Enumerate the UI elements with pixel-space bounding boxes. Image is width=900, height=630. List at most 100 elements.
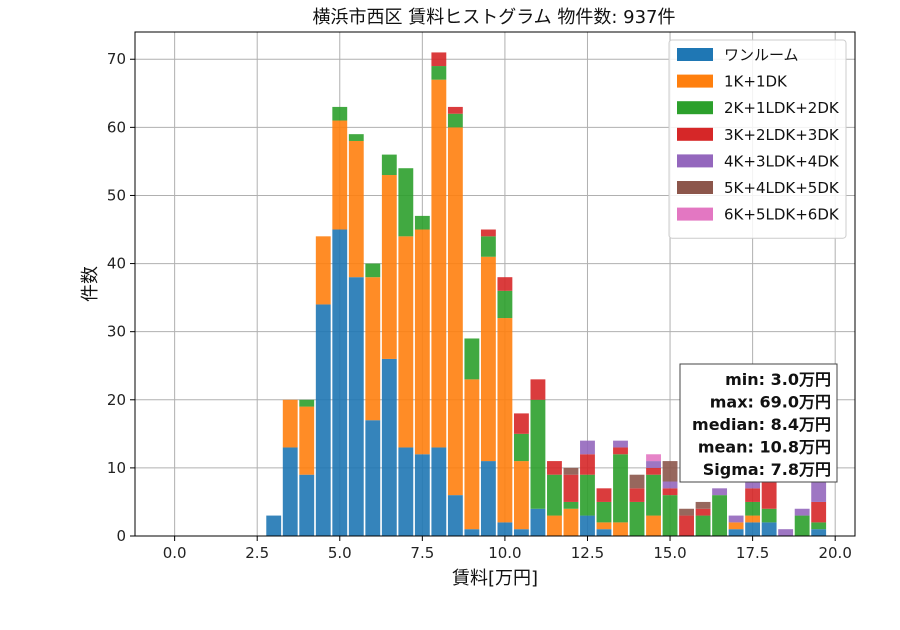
bar-segment [530,399,546,509]
bar-segment [365,263,381,278]
bar-segment [547,474,562,516]
bar-segment [811,522,827,530]
bar-segment [480,229,496,237]
bar-segment [348,140,364,278]
bar-segment [447,127,463,496]
x-tick-label: 12.5 [571,544,604,562]
plot-frame [134,31,856,537]
bar-segment [580,474,595,516]
bar-segment [646,474,661,516]
bar-segment [447,113,463,128]
legend-swatch [677,74,713,88]
bar-segment [712,495,728,536]
bar-segment [613,454,628,523]
y-tick-label: 0 [116,527,126,545]
bar-segment [695,501,711,509]
stat-line: min: 3.0万円 [725,370,831,389]
legend-swatch [677,101,713,115]
bar-segment [464,529,480,536]
bar-segment [497,290,513,319]
bar-segment [745,522,761,536]
legend-swatch [677,207,713,221]
bar-segment [728,529,744,536]
bar-segment [480,236,496,257]
bar-segment [332,106,348,121]
bar-segment [299,474,315,536]
bar-segment [315,236,331,305]
bar-segment [679,515,694,536]
bar-segment [315,304,331,536]
bar-segment [646,454,661,462]
x-tick-label: 10.0 [488,544,521,562]
legend-label: 5K+4LDK+5DK [724,179,840,197]
bar-segment [381,154,397,176]
y-tick-label: 40 [107,255,126,273]
bar-segment [447,495,463,536]
bar-segment [811,481,827,502]
bar-segment [811,501,827,523]
y-tick-label: 60 [107,118,126,136]
bar-segment [282,399,298,448]
legend-swatch [677,181,713,194]
stat-line: Sigma: 7.8万円 [703,460,831,479]
bar-segment [381,175,397,359]
bar-segment [299,406,315,475]
bar-segment [679,508,694,516]
bar-segment [480,256,496,462]
bar-segment [580,454,595,475]
legend-label: 6K+5LDK+6DK [724,206,840,224]
bar-segment [712,488,728,496]
stat-line: median: 8.4万円 [692,415,831,434]
bar-segment [761,481,777,509]
legend-label: 1K+1DK [724,73,788,91]
legend-swatch [677,154,713,168]
legend-swatch [677,127,713,141]
bar-segment [563,501,579,509]
bar-segment [745,515,761,523]
bar-segment [381,358,397,536]
bar-segment [398,447,414,536]
x-tick-label: 15.0 [653,544,686,562]
bar-segment [596,488,612,502]
bar-segment [282,447,298,536]
bar-segment [513,413,529,434]
legend-label: 4K+3LDK+4DK [724,152,840,170]
bar-segment [398,168,414,237]
bar-segment [530,379,546,400]
bar-segment [629,488,645,502]
bar-segment [332,120,348,230]
bar-segment [778,529,794,536]
ticks: 0.0 2.5 5.0 7.5 10.0 12.5 15.0 17.5 20.0 0 10 20 30 4… [107,50,852,562]
bar-segment [629,501,645,536]
y-tick-label: 20 [107,391,126,409]
bar-segment [745,488,761,502]
bar-segment [695,515,711,536]
bar-segment [547,515,562,536]
bar-segment [596,522,612,530]
bar-segment [563,467,579,475]
bar-segment [761,508,777,523]
legend-frame [668,39,847,239]
bar-segment [596,501,612,523]
stats-frame [679,363,838,483]
bars [266,52,827,536]
y-tick-label: 30 [107,323,126,341]
legend-label: 2K+1LDK+2DK [724,99,840,117]
bar-segment [596,529,612,536]
bar-segment [811,529,827,536]
legend-swatch [677,48,713,61]
x-tick-label: 2.5 [245,544,269,562]
bar-segment [662,488,678,496]
y-axis-title: 件数 [80,266,101,302]
x-tick-label: 20.0 [818,544,851,562]
bar-segment [464,379,480,530]
bar-segment [563,474,579,502]
bar-segment [613,447,628,455]
y-tick-label: 10 [107,459,126,477]
bar-segment [513,529,529,536]
bar-segment [745,481,761,489]
bar-segment [497,522,513,536]
bar-segment [580,440,595,455]
bar-segment [431,79,447,448]
bar-segment [414,229,430,455]
